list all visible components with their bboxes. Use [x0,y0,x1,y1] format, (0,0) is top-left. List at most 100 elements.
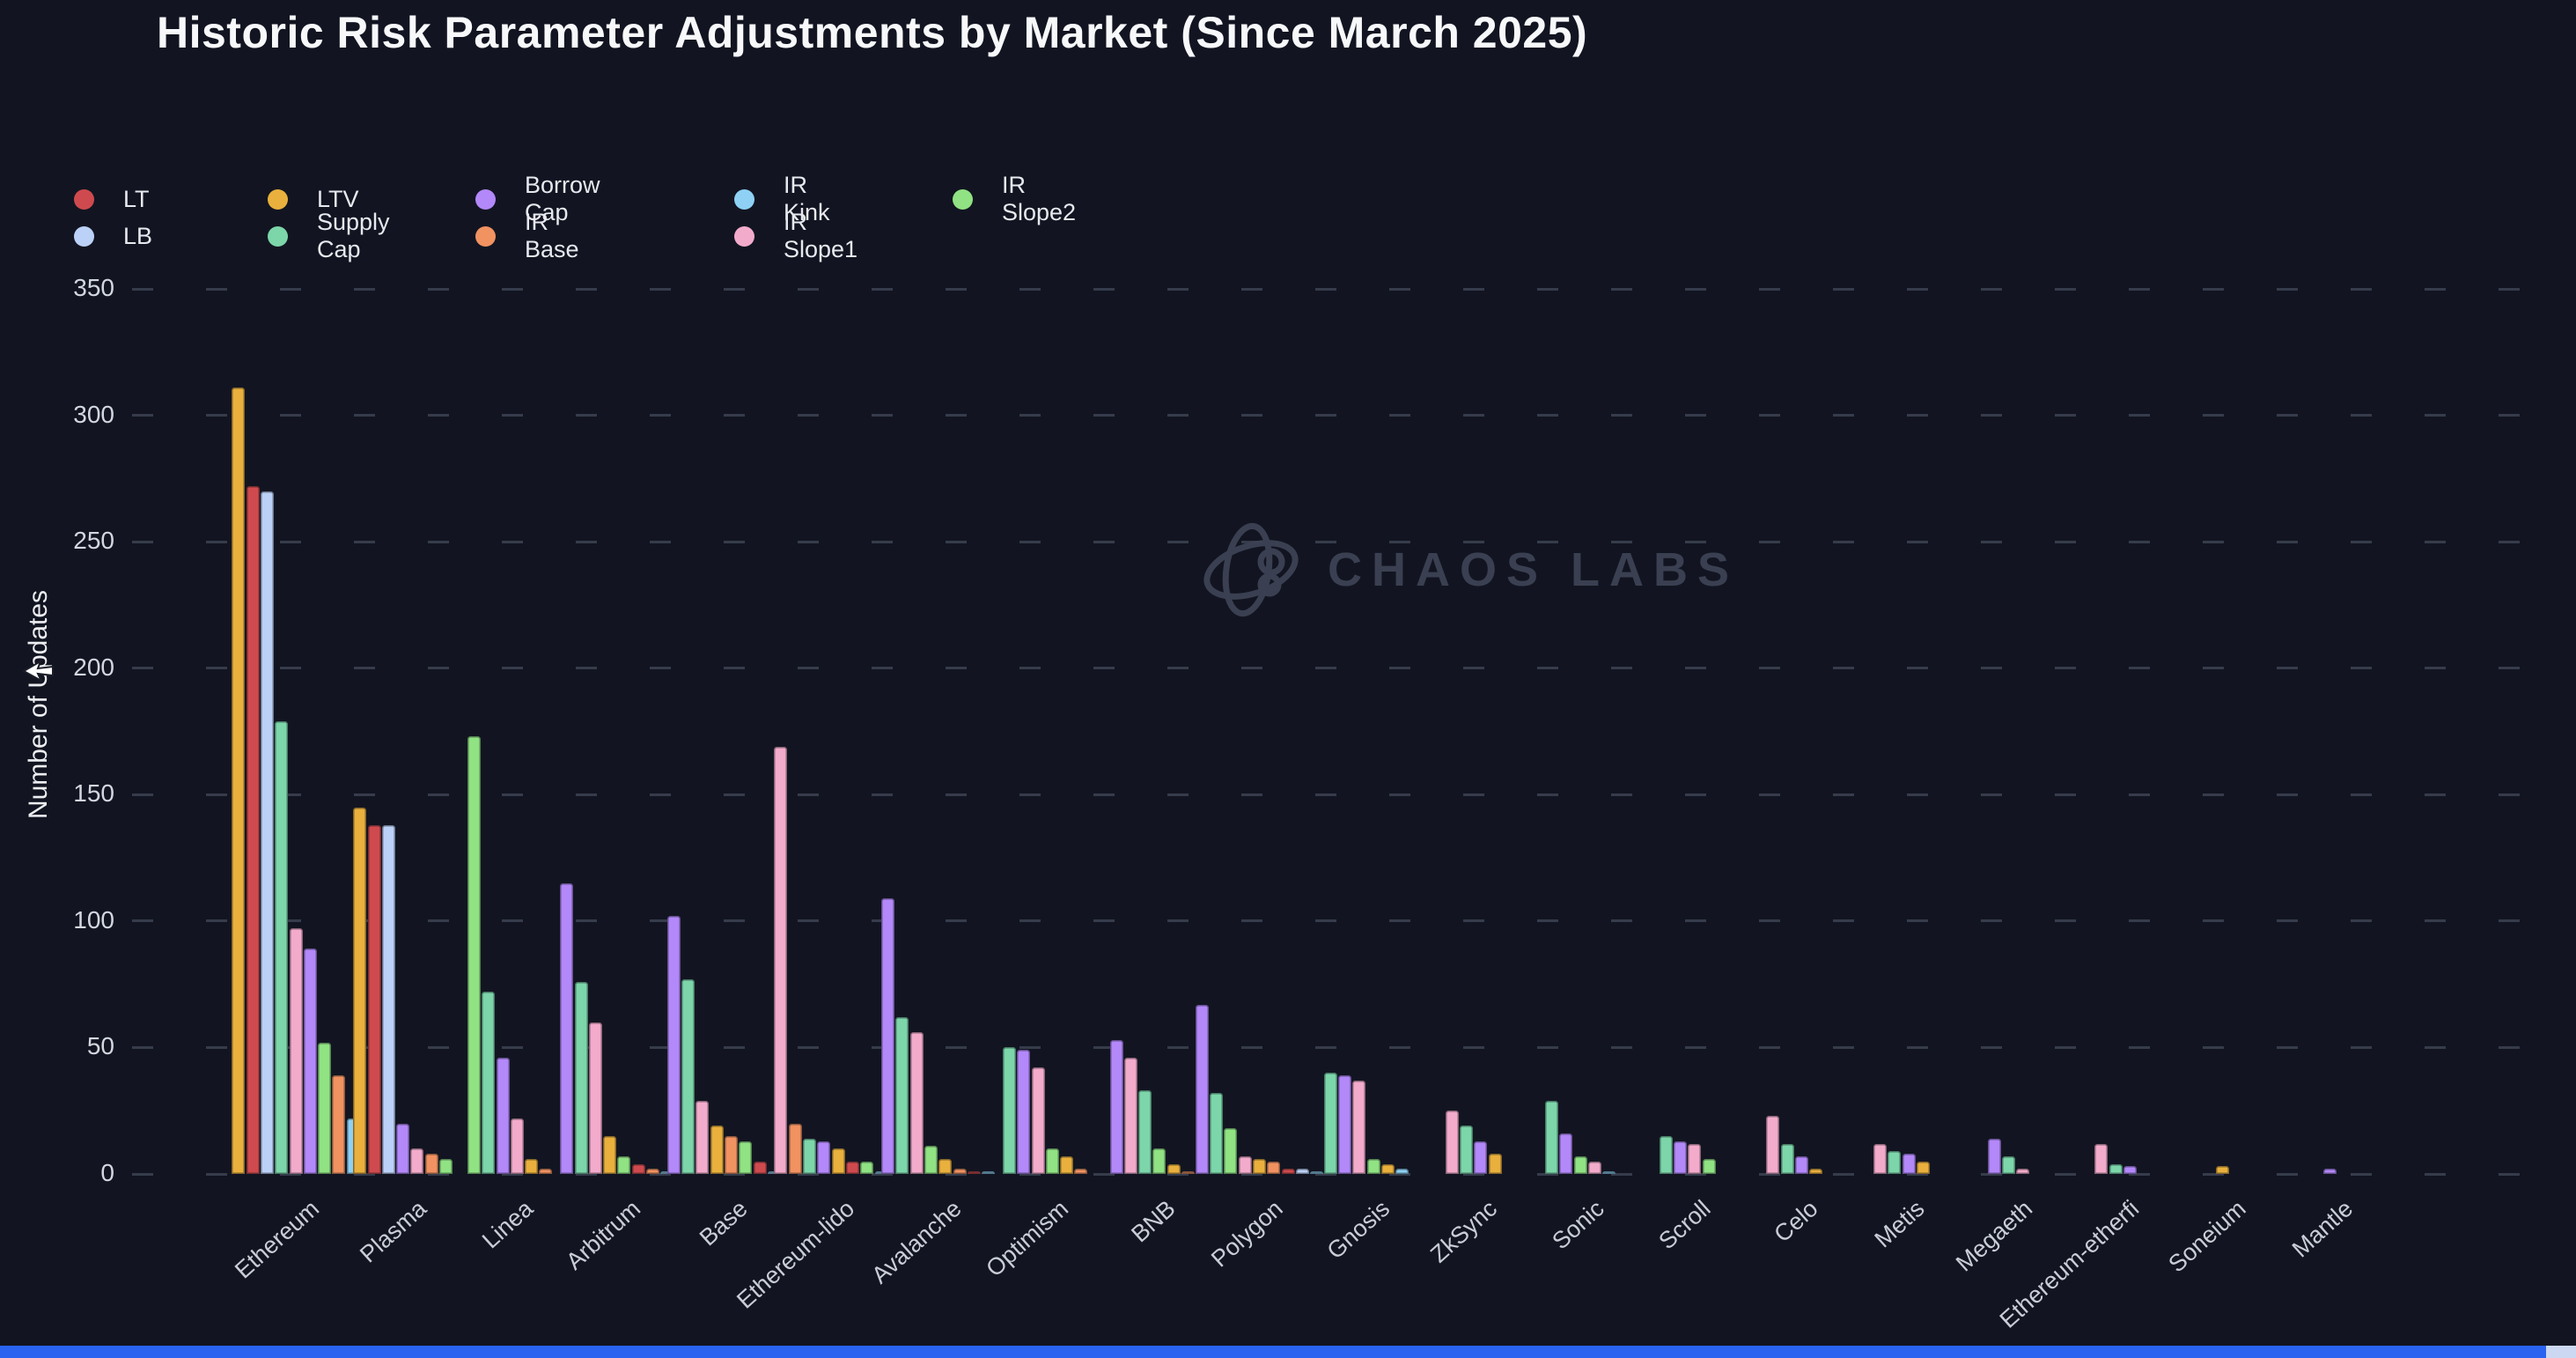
bar-mantle-borrow-cap[interactable] [2322,1169,2337,1174]
bar-bnb-ir-slope1[interactable] [1123,1057,1137,1174]
bar-zksync-borrow-cap[interactable] [1474,1140,1488,1174]
bar-soneium-ltv[interactable] [2216,1166,2230,1174]
bar-arbitrum-ir-slope2[interactable] [617,1155,631,1174]
bar-polygon-ir-kink[interactable] [1310,1171,1324,1174]
bar-optimism-ir-slope1[interactable] [1031,1067,1045,1174]
bar-base-supply-cap[interactable] [681,978,696,1174]
bar-gnosis-ir-slope2[interactable] [1366,1158,1380,1174]
bar-ethereum-etherfi-borrow-cap[interactable] [2123,1166,2137,1174]
bar-base-ir-slope1[interactable] [696,1100,710,1174]
legend-item-lb[interactable]: LB [74,218,152,254]
bar-plasma-lt[interactable] [367,824,381,1174]
bar-gnosis-borrow-cap[interactable] [1338,1075,1352,1174]
bar-linea-borrow-cap[interactable] [496,1057,510,1174]
legend-item-ir-slope2[interactable]: IR Slope2 [953,172,1076,225]
bar-gnosis-supply-cap[interactable] [1323,1073,1337,1174]
bar-polygon-ltv[interactable] [1252,1158,1266,1174]
legend-item-ir-kink[interactable]: IR Kink [734,172,830,225]
bar-sonic-ir-kink[interactable] [1602,1171,1616,1174]
bar-arbitrum-ltv[interactable] [603,1135,617,1174]
bar-gnosis-ir-slope1[interactable] [1352,1080,1366,1174]
bar-ethereum-lido-lt[interactable] [845,1161,859,1174]
bar-linea-supply-cap[interactable] [482,992,496,1174]
bar-avalanche-ltv[interactable] [938,1158,953,1174]
bar-avalanche-borrow-cap[interactable] [881,898,895,1174]
bar-optimism-borrow-cap[interactable] [1017,1050,1031,1174]
bar-ethereum-lb[interactable] [260,491,274,1174]
bar-avalanche-ir-kink[interactable] [982,1171,996,1174]
bar-linea-ir-slope2[interactable] [467,736,481,1174]
bar-plasma-ltv[interactable] [353,807,367,1174]
bar-celo-ltv[interactable] [1809,1169,1823,1174]
bar-base-ir-slope2[interactable] [739,1140,753,1174]
bar-scroll-ir-slope1[interactable] [1688,1143,1702,1174]
bar-ethereum-etherfi-supply-cap[interactable] [2109,1163,2123,1174]
bar-sonic-ir-slope1[interactable] [1588,1161,1601,1174]
bar-polygon-ir-base[interactable] [1267,1161,1281,1174]
bar-arbitrum-borrow-cap[interactable] [560,882,574,1174]
bar-ethereum-ir-slope1[interactable] [289,928,303,1174]
bar-sonic-supply-cap[interactable] [1545,1100,1559,1174]
bar-polygon-ir-slope1[interactable] [1238,1155,1252,1174]
bar-celo-ir-slope1[interactable] [1766,1115,1780,1174]
bar-ethereum-ltv[interactable] [232,387,246,1174]
bar-linea-ir-slope1[interactable] [510,1118,524,1174]
bar-zksync-ltv[interactable] [1488,1154,1502,1174]
bar-ethereum-ir-base[interactable] [332,1075,346,1174]
bar-bnb-borrow-cap[interactable] [1109,1039,1123,1174]
bar-plasma-lb[interactable] [381,824,395,1174]
bar-base-borrow-cap[interactable] [666,916,681,1174]
bar-ethereum-lido-ir-base[interactable] [788,1123,802,1174]
bar-ethereum-lido-ir-slope1[interactable] [774,746,788,1174]
bar-scroll-borrow-cap[interactable] [1674,1140,1688,1174]
bar-bnb-supply-cap[interactable] [1138,1090,1152,1174]
bar-polygon-ir-slope2[interactable] [1224,1128,1238,1174]
bar-bnb-ir-slope2[interactable] [1152,1148,1167,1174]
bottom-right-corner-handle[interactable] [2546,1346,2576,1358]
bar-avalanche-ir-slope2[interactable] [924,1146,938,1174]
bar-gnosis-ltv[interactable] [1380,1163,1395,1174]
bar-base-lt[interactable] [753,1161,767,1174]
bar-polygon-lt[interactable] [1281,1169,1295,1174]
bar-base-ltv[interactable] [710,1126,724,1174]
bar-polygon-borrow-cap[interactable] [1195,1004,1209,1174]
bar-ethereum-lt[interactable] [246,485,260,1174]
bar-ethereum-lido-ir-slope2[interactable] [860,1161,874,1174]
bar-arbitrum-supply-cap[interactable] [574,981,588,1174]
bar-linea-ltv[interactable] [525,1158,539,1174]
legend-item-borrow-cap[interactable]: Borrow Cap [475,172,600,225]
bar-arbitrum-ir-base[interactable] [646,1169,660,1174]
bar-plasma-ir-slope1[interactable] [410,1148,424,1174]
legend-item-supply-cap[interactable]: Supply Cap [268,209,390,262]
legend-item-ir-slope1[interactable]: IR Slope1 [734,209,857,262]
bar-polygon-lb[interactable] [1295,1169,1309,1174]
bar-arbitrum-ir-slope1[interactable] [588,1022,602,1174]
bar-megaeth-supply-cap[interactable] [2002,1155,2016,1174]
bar-metis-ir-slope1[interactable] [1873,1143,1888,1174]
bar-ethereum-borrow-cap[interactable] [303,948,317,1174]
bar-scroll-ir-slope2[interactable] [1702,1158,1716,1174]
bar-gnosis-ir-kink[interactable] [1395,1169,1409,1174]
bar-optimism-ir-base[interactable] [1074,1169,1088,1174]
bar-megaeth-ir-slope1[interactable] [2016,1169,2030,1174]
bar-arbitrum-lt[interactable] [631,1163,645,1174]
bar-metis-ltv[interactable] [1916,1161,1930,1174]
bar-celo-supply-cap[interactable] [1780,1143,1794,1174]
bar-zksync-ir-slope1[interactable] [1445,1111,1459,1174]
bar-polygon-supply-cap[interactable] [1210,1093,1223,1174]
legend-item-ir-base[interactable]: IR Base [475,209,579,262]
bar-bnb-ltv[interactable] [1167,1163,1181,1174]
bar-scroll-supply-cap[interactable] [1659,1135,1673,1174]
bar-metis-supply-cap[interactable] [1888,1151,1902,1174]
bar-zksync-supply-cap[interactable] [1459,1126,1473,1174]
legend-item-ltv[interactable]: LTV [268,181,359,217]
bar-ethereum-lido-ltv[interactable] [831,1148,845,1174]
bar-optimism-supply-cap[interactable] [1002,1047,1016,1174]
bar-avalanche-supply-cap[interactable] [895,1016,909,1174]
bar-plasma-ir-slope2[interactable] [439,1158,453,1174]
bar-metis-borrow-cap[interactable] [1902,1154,1916,1174]
bar-optimism-ir-slope2[interactable] [1045,1148,1059,1174]
bar-plasma-borrow-cap[interactable] [396,1123,410,1174]
bar-ethereum-lido-borrow-cap[interactable] [817,1140,831,1174]
bar-linea-ir-base[interactable] [539,1169,553,1174]
